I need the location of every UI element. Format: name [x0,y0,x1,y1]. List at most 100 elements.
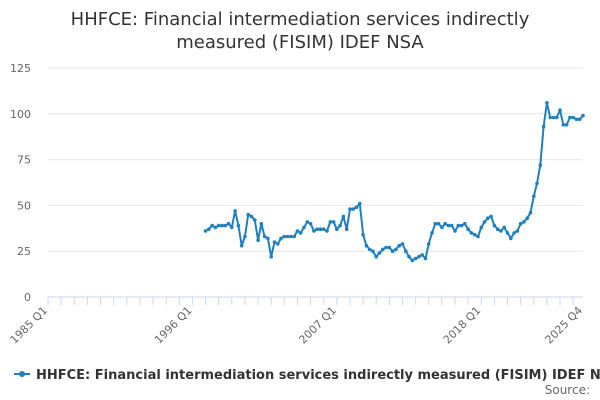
data-point-80[interactable] [466,227,470,231]
data-point-101[interactable] [535,181,539,186]
data-point-93[interactable] [509,236,513,241]
data-point-55[interactable] [384,245,388,250]
data-point-30[interactable] [302,225,306,230]
data-point-33[interactable] [312,229,316,233]
data-point-97[interactable] [522,220,526,224]
data-point-115[interactable] [581,113,585,118]
data-point-46[interactable] [354,205,359,209]
data-point-87[interactable] [489,214,493,219]
data-point-50[interactable] [367,247,372,252]
data-point-3[interactable] [213,225,218,230]
data-point-56[interactable] [387,245,392,250]
data-point-105[interactable] [548,115,552,120]
data-point-84[interactable] [479,225,484,230]
data-point-18[interactable] [262,234,267,239]
data-point-83[interactable] [476,234,480,239]
data-point-63[interactable] [410,258,415,263]
data-point-65[interactable] [417,254,421,259]
data-point-64[interactable] [413,256,418,261]
data-point-14[interactable] [249,214,254,219]
data-point-28[interactable] [295,229,300,233]
legend[interactable]: HHFCE: Financial intermediation services… [14,368,600,383]
data-point-0[interactable] [203,229,208,233]
data-point-11[interactable] [239,243,244,248]
data-point-68[interactable] [426,242,431,246]
data-point-44[interactable] [348,207,352,211]
data-point-47[interactable] [358,201,362,206]
data-point-108[interactable] [558,108,562,112]
data-point-109[interactable] [561,123,566,127]
data-point-10[interactable] [236,223,241,228]
data-point-27[interactable] [292,234,297,239]
data-point-7[interactable] [226,221,231,226]
data-point-38[interactable] [328,220,333,224]
data-point-92[interactable] [505,231,510,235]
data-point-6[interactable] [223,223,227,228]
data-point-76[interactable] [453,229,457,233]
data-point-67[interactable] [423,256,428,261]
data-point-103[interactable] [541,124,546,129]
data-point-8[interactable] [230,225,234,230]
data-point-4[interactable] [216,223,221,228]
data-point-24[interactable] [282,234,287,239]
data-point-82[interactable] [472,232,477,237]
data-point-95[interactable] [515,229,520,233]
data-point-40[interactable] [335,227,339,231]
data-point-42[interactable] [341,214,346,219]
data-point-21[interactable] [272,240,277,244]
data-point-45[interactable] [351,207,356,211]
data-point-51[interactable] [371,249,375,253]
data-point-25[interactable] [285,234,290,239]
data-point-31[interactable] [305,220,310,224]
data-point-94[interactable] [512,231,516,235]
data-point-75[interactable] [449,223,454,228]
data-point-71[interactable] [436,221,441,226]
data-point-20[interactable] [269,254,274,259]
data-point-114[interactable] [577,117,582,122]
data-point-61[interactable] [404,249,408,253]
data-point-13[interactable] [246,212,250,217]
data-point-91[interactable] [502,225,507,230]
data-point-2[interactable] [210,223,214,228]
data-point-81[interactable] [469,231,474,235]
data-point-69[interactable] [430,231,434,235]
data-point-12[interactable] [243,234,247,239]
data-point-49[interactable] [364,243,369,248]
data-point-78[interactable] [459,223,464,228]
data-point-110[interactable] [564,123,569,127]
data-point-89[interactable] [495,227,500,231]
data-point-60[interactable] [400,242,405,246]
data-point-32[interactable] [308,221,313,226]
data-point-107[interactable] [554,115,559,120]
data-point-41[interactable] [338,223,342,228]
data-point-58[interactable] [394,247,398,252]
data-point-85[interactable] [482,220,487,224]
data-point-9[interactable] [233,209,237,213]
data-point-5[interactable] [220,223,224,228]
data-point-79[interactable] [463,221,467,226]
data-point-37[interactable] [325,229,329,233]
data-point-88[interactable] [492,223,497,228]
data-point-100[interactable] [532,194,536,198]
data-point-106[interactable] [551,115,556,120]
data-point-54[interactable] [381,247,385,252]
data-point-102[interactable] [538,163,543,167]
data-point-90[interactable] [499,229,503,233]
data-point-17[interactable] [259,221,264,226]
data-point-57[interactable] [390,249,395,253]
data-point-26[interactable] [289,234,293,239]
data-point-104[interactable] [545,101,549,105]
data-point-39[interactable] [331,220,336,224]
data-point-35[interactable] [318,227,323,231]
data-point-113[interactable] [574,117,579,122]
data-point-70[interactable] [433,221,438,226]
data-point-99[interactable] [528,210,533,215]
data-point-112[interactable] [571,115,575,120]
data-point-19[interactable] [266,236,270,241]
data-point-53[interactable] [377,251,382,255]
data-point-16[interactable] [256,238,260,242]
data-point-36[interactable] [321,227,326,231]
data-point-59[interactable] [397,243,402,248]
data-point-66[interactable] [420,253,425,257]
data-point-43[interactable] [344,227,349,231]
